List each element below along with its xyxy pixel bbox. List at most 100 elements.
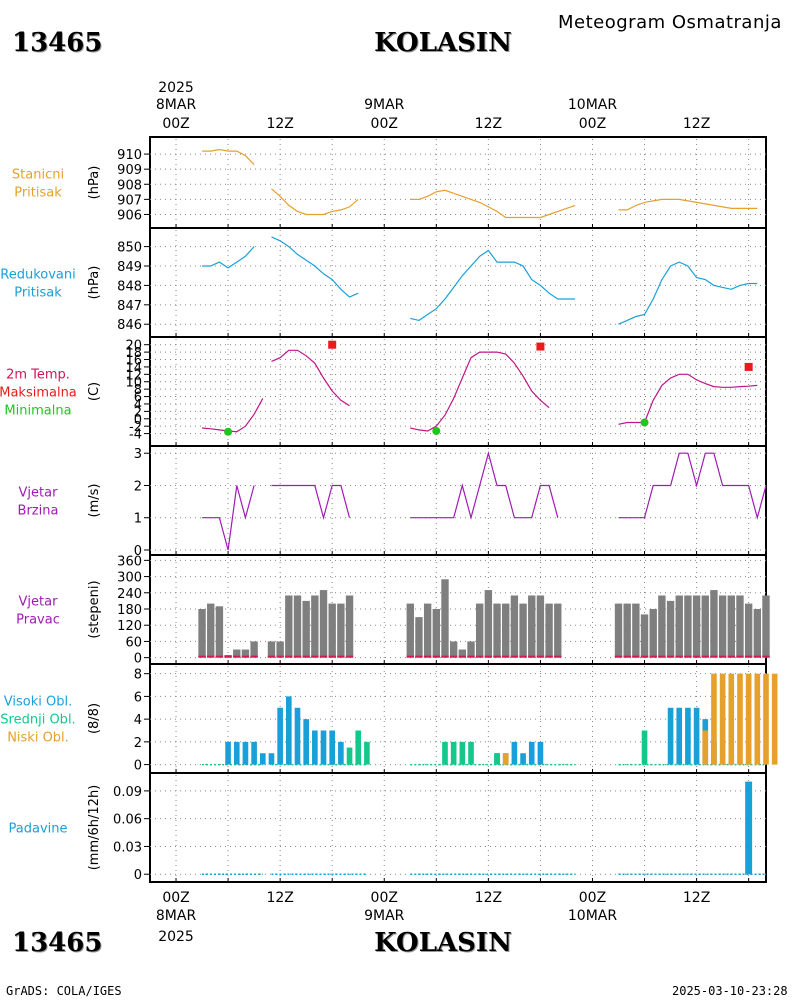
- panel-label-temperature: Maksimalna: [0, 386, 77, 401]
- ytick-label-wind_speed: 2: [134, 479, 142, 494]
- unit-label-wind_speed: (m/s): [87, 484, 102, 518]
- footer-timestamp: 2025-03-10-23:28: [672, 984, 788, 998]
- ytick-label-wind_speed: 1: [134, 512, 142, 527]
- ytick-label-temperature: 20: [125, 339, 142, 354]
- bar-clouds: [685, 707, 691, 765]
- series-line-temperature: [618, 373, 758, 425]
- wind-dir-bar: [640, 614, 649, 658]
- bar-clouds: [667, 707, 674, 765]
- wind-dir-bar: [666, 600, 675, 658]
- wind-dir-bar: [684, 595, 692, 658]
- bar-clouds: [285, 696, 292, 765]
- bar-clouds: [693, 707, 700, 765]
- unit-label-wind_dir: (stepeni): [87, 580, 102, 638]
- ytick-label-pressure: 906: [117, 208, 142, 223]
- panel-label-pressure: Stanicni: [12, 168, 64, 183]
- wind-dir-bar: [536, 595, 545, 658]
- ytick-label-temperature: 14: [125, 361, 142, 376]
- wind-dir-bar: [649, 609, 657, 658]
- ytick-label-msl: 850: [117, 241, 142, 256]
- wind-dir-bar: [554, 603, 562, 658]
- wind-dir-bar: [328, 603, 336, 658]
- bar-clouds: [346, 747, 353, 765]
- date-label-top: 10MAR: [568, 97, 617, 113]
- series-line-temperature: [202, 398, 264, 433]
- date-label-top: 8MAR: [156, 97, 197, 113]
- ytick-label-precip: 0.06: [113, 813, 142, 828]
- panel-label-precip: Padavine: [9, 822, 68, 837]
- bar-clouds: [528, 741, 535, 765]
- bar-clouds: [312, 730, 318, 765]
- unit-label-temperature: (C): [87, 382, 102, 401]
- panel-label-wind_dir: Pravac: [16, 613, 60, 628]
- station-name-bottom: KOLASIN: [374, 928, 512, 958]
- panel-label-wind_speed: Brzina: [18, 504, 59, 519]
- series-line-msl: [202, 246, 255, 269]
- bar-clouds: [641, 730, 648, 765]
- wind-dir-bar: [718, 595, 727, 658]
- date-label-bottom: 10MAR: [568, 908, 617, 924]
- station-id-bottom: 13465: [12, 928, 103, 958]
- wind-dir-bar: [337, 603, 345, 658]
- wind-dir-bar: [415, 617, 423, 658]
- series-line-msl: [618, 261, 758, 325]
- ytick-label-msl: 848: [117, 279, 142, 294]
- year-label-bottom: 2025: [158, 929, 194, 945]
- wind-dir-bar: [423, 603, 432, 658]
- time-label-top: 12Z: [266, 116, 293, 132]
- panel-label-clouds: Niski Obl.: [7, 731, 69, 746]
- series-line-pressure: [618, 198, 758, 211]
- bar-clouds: [771, 673, 778, 765]
- ytick-label-precip: 0.03: [113, 840, 142, 855]
- time-label-bottom: 12Z: [683, 890, 710, 906]
- bar-clouds: [355, 730, 362, 765]
- ytick-label-temperature: 6: [134, 391, 142, 406]
- ytick-label-wind_speed: 0: [134, 544, 142, 559]
- wind-dir-bar: [675, 595, 683, 658]
- bar-clouds: [320, 730, 327, 765]
- bar-clouds: [364, 741, 370, 765]
- bar-clouds: [468, 741, 474, 765]
- bar-clouds: [251, 741, 257, 765]
- wind-dir-bar: [406, 603, 414, 658]
- bar-clouds: [259, 753, 266, 765]
- unit-label-clouds: (8/8): [87, 703, 102, 734]
- wind-dir-bar: [632, 603, 640, 658]
- bar-clouds: [268, 753, 275, 765]
- bar-clouds: [225, 741, 231, 765]
- min-temp-marker: [224, 427, 233, 436]
- ytick-label-clouds: 6: [134, 690, 142, 705]
- footer-credit: GrADS: COLA/IGES: [6, 984, 122, 998]
- ytick-label-msl: 846: [117, 318, 142, 333]
- time-label-bottom: 12Z: [266, 890, 293, 906]
- max-temp-marker: [328, 340, 337, 349]
- bar-clouds: [737, 673, 743, 765]
- wind-dir-bar: [198, 609, 206, 658]
- bar-clouds: [502, 753, 509, 765]
- wind-dir-bar: [441, 579, 449, 658]
- ytick-label-temperature: 2: [134, 405, 142, 420]
- ytick-label-msl: 849: [117, 260, 142, 275]
- wind-dir-bar: [727, 595, 735, 658]
- bar-clouds: [294, 707, 301, 765]
- time-label-top: 00Z: [579, 116, 606, 132]
- ytick-label-pressure: 910: [117, 148, 142, 163]
- series-line-wind_speed: [271, 484, 351, 521]
- bar-clouds: [728, 673, 735, 765]
- wind-dir-bar: [476, 603, 484, 658]
- ytick-label-temperature: 4: [134, 398, 142, 413]
- ytick-label-temperature: -2: [129, 420, 142, 435]
- panel-frame-temperature: [149, 336, 767, 447]
- year-label-top: 2025: [158, 80, 194, 96]
- wind-dir-bar: [701, 595, 709, 658]
- bar-clouds: [745, 673, 752, 765]
- min-temp-marker: [640, 418, 649, 427]
- panel-label-wind_speed: Vjetar: [19, 486, 59, 501]
- ytick-label-precip: 0: [134, 868, 142, 883]
- wind-dir-bar: [623, 603, 631, 658]
- ytick-label-temperature: 8: [134, 383, 142, 398]
- wind-dir-bar: [285, 595, 293, 658]
- wind-dir-bar: [493, 603, 501, 658]
- ytick-label-clouds: 0: [134, 759, 142, 774]
